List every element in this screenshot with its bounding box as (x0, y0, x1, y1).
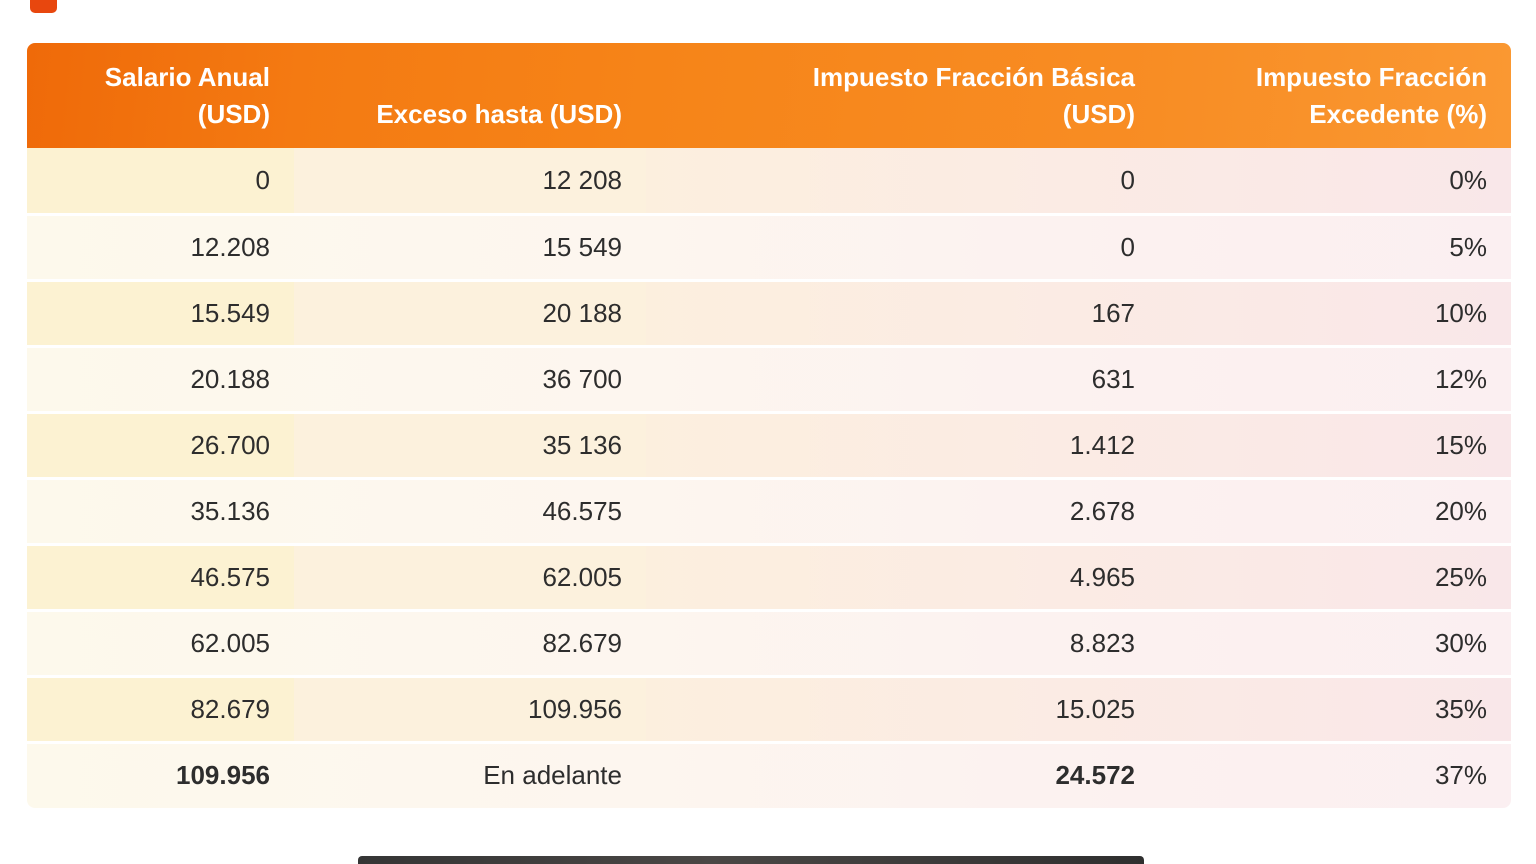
table-row: 35.136 46.575 2.678 20% (27, 476, 1511, 544)
table-cell: 62.005 (27, 608, 294, 676)
tax-brackets-table-container: Salario Anual (USD) Exceso hasta (USD) I… (27, 43, 1511, 808)
table-cell: 35 136 (294, 410, 646, 478)
table-cell: 30% (1159, 608, 1511, 676)
table-cell: 167 (646, 278, 1159, 346)
table-row: 20.188 36 700 631 12% (27, 344, 1511, 412)
column-header-salario-anual: Salario Anual (USD) (27, 43, 294, 148)
table-cell: 37% (1159, 740, 1511, 808)
table-cell: 15.025 (646, 674, 1159, 742)
table-cell: 8.823 (646, 608, 1159, 676)
table-cell: 4.965 (646, 542, 1159, 610)
table-cell: 20% (1159, 476, 1511, 544)
table-cell: 35.136 (27, 476, 294, 544)
table-cell: 15.549 (27, 278, 294, 346)
table-row: 109.956 En adelante 24.572 37% (27, 740, 1511, 808)
table-row: 0 12 208 0 0% (27, 148, 1511, 214)
header-row: Salario Anual (USD) Exceso hasta (USD) I… (27, 43, 1511, 148)
table-cell: 25% (1159, 542, 1511, 610)
table-cell: 35% (1159, 674, 1511, 742)
table-cell: 62.005 (294, 542, 646, 610)
table-cell: 20 188 (294, 278, 646, 346)
table-cell: 46.575 (27, 542, 294, 610)
table-cell: 12% (1159, 344, 1511, 412)
table-cell: 82.679 (294, 608, 646, 676)
tax-brackets-table: Salario Anual (USD) Exceso hasta (USD) I… (27, 43, 1511, 808)
column-header-exceso-hasta: Exceso hasta (USD) (294, 43, 646, 148)
table-cell: 26.700 (27, 410, 294, 478)
table-row: 46.575 62.005 4.965 25% (27, 542, 1511, 610)
table-cell: 109.956 (27, 740, 294, 808)
table-row: 12.208 15 549 0 5% (27, 212, 1511, 280)
table-cell: 2.678 (646, 476, 1159, 544)
table-cell: 10% (1159, 278, 1511, 346)
table-cell: 46.575 (294, 476, 646, 544)
table-row: 62.005 82.679 8.823 30% (27, 608, 1511, 676)
table-cell: 20.188 (27, 344, 294, 412)
table-row: 15.549 20 188 167 10% (27, 278, 1511, 346)
table-cell: 109.956 (294, 674, 646, 742)
table-body: 0 12 208 0 0% 12.208 15 549 0 5% 15.549 20 188 167… (27, 148, 1511, 808)
table-cell: 5% (1159, 212, 1511, 280)
table-cell: 15 549 (294, 212, 646, 280)
table-cell: 0 (646, 212, 1159, 280)
column-header-impuesto-fraccion-basica: Impuesto Fracción Básica (USD) (646, 43, 1159, 148)
table-cell: 1.412 (646, 410, 1159, 478)
table-row: 82.679 109.956 15.025 35% (27, 674, 1511, 742)
table-cell: 0 (1120, 164, 1135, 195)
table-cell: 12.208 (27, 212, 294, 280)
table-cell: 0% (1449, 164, 1487, 195)
table-header: Salario Anual (USD) Exceso hasta (USD) I… (27, 43, 1511, 148)
table-cell: 36 700 (294, 344, 646, 412)
column-header-impuesto-fraccion-excedente: Impuesto Fracción Excedente (%) (1159, 43, 1511, 148)
table-cell: 82.679 (27, 674, 294, 742)
clipped-title-fragment (30, 0, 57, 13)
table-cell: En adelante (294, 740, 646, 808)
table-row: 26.700 35 136 1.412 15% (27, 410, 1511, 478)
table-cell: 0 (27, 148, 294, 214)
clipped-bottom-element (358, 856, 1144, 864)
table-cell: 15% (1159, 410, 1511, 478)
table-cell: 24.572 (646, 740, 1159, 808)
table-cell: 631 (646, 344, 1159, 412)
table-cell: 12 208 (294, 148, 646, 214)
